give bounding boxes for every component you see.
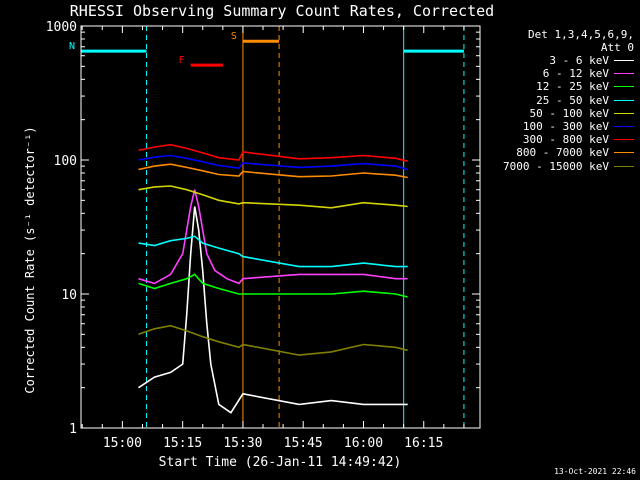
legend-entry: 6 - 12 keV bbox=[484, 67, 634, 80]
legend-swatch bbox=[614, 86, 634, 88]
y-tick-label: 100 bbox=[54, 154, 77, 169]
legend-label: 6 - 12 keV bbox=[542, 67, 609, 81]
series-line-1 bbox=[138, 189, 408, 285]
legend-swatch bbox=[614, 73, 634, 75]
legend-label: 300 - 800 keV bbox=[522, 133, 609, 147]
series-line-0 bbox=[138, 206, 408, 414]
plot-frame bbox=[80, 25, 481, 429]
series-line-5 bbox=[138, 154, 408, 171]
legend-attenuator-line: Att 0 bbox=[600, 41, 634, 54]
axes: 15:00 15:15 15:30 15:45 16:00 16:15 1 10 100 1000 bbox=[46, 20, 481, 451]
x-tick-label: 15:30 bbox=[223, 436, 262, 451]
legend-swatch bbox=[614, 112, 634, 114]
series-line-8 bbox=[138, 324, 408, 356]
legend-entry: 800 - 7000 keV bbox=[484, 146, 634, 159]
y-tick-label: 1 bbox=[69, 422, 77, 437]
x-axis-label: Start Time (26-Jan-11 14:49:42) bbox=[159, 455, 402, 470]
chart-title: RHESSI Observing Summary Count Rates, Co… bbox=[70, 2, 494, 20]
series-line-3 bbox=[138, 235, 408, 268]
legend-entry: 25 - 50 keV bbox=[484, 94, 634, 107]
legend: Det 1,3,4,5,6,9, Att 0 3 - 6 keV 6 - 12 k… bbox=[484, 28, 634, 173]
legend-swatch bbox=[614, 165, 634, 167]
x-tick-label: 15:00 bbox=[103, 436, 142, 451]
series-line-7 bbox=[138, 163, 408, 179]
flag-label-S: S bbox=[231, 31, 237, 42]
legend-swatch bbox=[614, 126, 634, 128]
x-tick-label: 16:15 bbox=[404, 436, 443, 451]
series-line-6 bbox=[138, 143, 408, 162]
legend-label: 12 - 25 keV bbox=[536, 80, 609, 94]
legend-swatch bbox=[614, 60, 634, 62]
x-tick-label: 16:00 bbox=[344, 436, 383, 451]
legend-label: 3 - 6 keV bbox=[549, 54, 609, 68]
legend-entry: 7000 - 15000 keV bbox=[484, 160, 634, 173]
x-tick-label: 15:15 bbox=[163, 436, 202, 451]
series-line-4 bbox=[138, 185, 408, 209]
legend-swatch bbox=[614, 139, 634, 141]
legend-label: 800 - 7000 keV bbox=[516, 146, 609, 160]
y-tick-label: 10 bbox=[61, 288, 77, 303]
legend-detector-line: Det 1,3,4,5,6,9, bbox=[528, 28, 634, 41]
legend-entry: 3 - 6 keV bbox=[484, 54, 634, 67]
legend-entry: 50 - 100 keV bbox=[484, 107, 634, 120]
legend-entry: 12 - 25 keV bbox=[484, 80, 634, 93]
y-tick-label: 1000 bbox=[46, 20, 77, 35]
legend-label: 25 - 50 keV bbox=[536, 93, 609, 107]
series-line-2 bbox=[138, 273, 408, 298]
flag-label-F: F bbox=[179, 55, 185, 66]
plot-area: N F S bbox=[69, 26, 465, 428]
y-axis-label: Corrected Count Rate (s⁻¹ detector⁻¹) bbox=[23, 126, 37, 393]
legend-entry: 100 - 300 keV bbox=[484, 120, 634, 133]
legend-swatch bbox=[614, 99, 634, 101]
legend-swatch bbox=[614, 152, 634, 154]
legend-entry: 300 - 800 keV bbox=[484, 133, 634, 146]
footer-timestamp: 13-Oct-2021 22:46 bbox=[554, 467, 636, 476]
legend-label: 100 - 300 keV bbox=[522, 120, 609, 134]
legend-label: 7000 - 15000 keV bbox=[503, 159, 609, 173]
flag-label-N: N bbox=[69, 41, 75, 52]
x-tick-label: 15:45 bbox=[284, 436, 323, 451]
legend-entries: 3 - 6 keV 6 - 12 keV 12 - 25 keV 25 - 50 ke… bbox=[484, 54, 634, 173]
legend-label: 50 - 100 keV bbox=[529, 106, 609, 120]
